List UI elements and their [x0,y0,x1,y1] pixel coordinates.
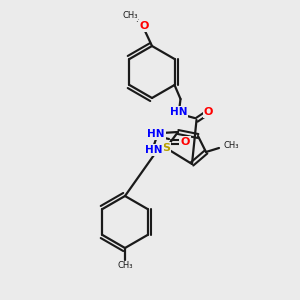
Text: S: S [162,143,170,153]
Text: HN: HN [147,129,165,139]
Text: HN: HN [170,107,187,117]
Text: O: O [180,137,190,147]
Text: O: O [139,21,149,31]
Text: CH₃: CH₃ [224,142,239,151]
Text: O: O [204,107,213,117]
Text: HN: HN [145,145,163,155]
Text: CH₃: CH₃ [117,262,133,271]
Text: CH₃: CH₃ [122,11,138,20]
